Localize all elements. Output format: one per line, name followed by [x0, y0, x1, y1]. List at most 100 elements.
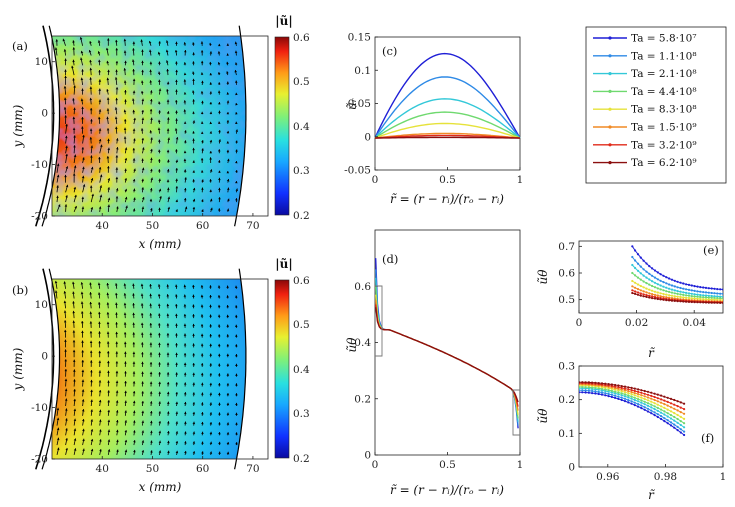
panel-f-point — [597, 390, 600, 394]
panel-f-point — [607, 395, 610, 398]
panel-a-vector-head — [98, 109, 102, 112]
panel-b-vector-head — [149, 313, 153, 316]
panel-a-vector-head — [72, 59, 75, 63]
panel-a-vector-head — [98, 99, 102, 102]
panel-b-vector-head — [226, 324, 230, 327]
panel-e-point — [707, 291, 710, 294]
panel-a-vector-head — [226, 92, 230, 95]
panel-a-vector-head — [72, 116, 76, 120]
panel-a-vector-head — [235, 149, 238, 152]
panel-c-ytick-label: 0.15 — [348, 32, 371, 44]
panel-f-point — [663, 417, 666, 420]
panel-f-xtick-label: 1 — [720, 471, 727, 483]
panel-b-vector-head — [123, 322, 127, 325]
panel-e-point — [673, 299, 676, 302]
panel-a-vector-head — [226, 130, 230, 134]
panel-b-vector-head — [89, 350, 93, 353]
panel-b-vector-head — [226, 363, 230, 366]
panel-a-vector-head — [132, 48, 135, 51]
panel-b-vector-head — [133, 449, 136, 453]
panel-a-vector-head — [209, 189, 213, 192]
panel-a-vector-head — [115, 138, 119, 141]
panel-b-vector-head — [90, 379, 93, 383]
panel-e-point — [634, 274, 637, 277]
panel-e-point — [682, 282, 685, 285]
panel-f-point — [627, 394, 630, 397]
panel-b-vector-head — [218, 353, 221, 356]
panel-a-vector-head — [200, 72, 204, 75]
panel-a-vector-head — [235, 121, 238, 124]
panel-b-vector-head — [133, 420, 136, 423]
panel-b-vector-head — [166, 401, 170, 404]
panel-d-xtick-label: 0.5 — [439, 459, 456, 471]
panel-d-series-line — [375, 304, 519, 407]
panel-e-point — [639, 289, 642, 292]
panel-a-vector-head — [64, 204, 68, 207]
panel-f-point — [663, 395, 666, 398]
panel-a-vector-head — [107, 38, 110, 41]
panel-f-point — [614, 392, 617, 395]
panel-a-vector-head — [226, 208, 230, 211]
panel-b-vector-head — [124, 400, 127, 403]
panel-e-point — [653, 281, 657, 284]
panel-e-point — [676, 290, 679, 293]
panel-a-vector-head — [235, 161, 238, 164]
panel-b-vector-head — [80, 311, 84, 314]
panel-a-vector-head — [192, 52, 195, 55]
panel-a-vector-head — [175, 61, 178, 64]
panel-a-vector-head — [209, 131, 213, 134]
panel-a-vector-head — [166, 169, 170, 172]
panel-b-vector-head — [150, 450, 153, 453]
panel-b-vector-head — [149, 303, 152, 306]
panel-f-point — [637, 400, 640, 403]
panel-a-vector-head — [123, 80, 127, 83]
panel-f-point — [660, 415, 663, 418]
panel-a-vector-head — [226, 81, 230, 84]
panel-a-vector-head — [65, 153, 68, 157]
panel-a-vector-head — [90, 145, 94, 148]
panel-b-vector-head — [166, 352, 170, 355]
panel-e-point — [699, 290, 702, 293]
panel-a-vector-head — [81, 106, 84, 109]
panel-f-point — [627, 390, 630, 393]
legend-entry-label: Ta = 2.1·10⁸ — [631, 68, 697, 80]
panel-f-point — [637, 393, 640, 396]
legend-entry-label: Ta = 6.2·10⁹ — [631, 157, 697, 169]
panel-e-point — [648, 272, 651, 275]
panel-a-vector-head — [234, 62, 238, 65]
panel-d-series-line — [375, 286, 519, 419]
panel-e-point — [659, 273, 662, 276]
panel-a-vector-head — [200, 121, 204, 124]
panel-f-point — [673, 403, 676, 406]
panel-b-vector-head — [116, 420, 119, 423]
panel-b-vector-head — [115, 390, 119, 393]
panel-b-vector-head — [183, 294, 187, 297]
panel-b-vector-head — [217, 295, 221, 298]
panel-b-vector-head — [201, 441, 204, 444]
panel-b-vector-head — [116, 429, 119, 433]
panel-b-vector-head — [98, 370, 102, 373]
colorbar-a-tick: 0.2 — [293, 210, 310, 222]
panel-b-vector-head — [234, 285, 238, 288]
panel-f-point — [623, 391, 627, 394]
panel-f-point — [579, 391, 581, 394]
panel-a-inner-wall-2 — [41, 25, 61, 227]
panel-b-vector-head — [56, 437, 60, 441]
panel-b-vector-head — [209, 431, 213, 435]
panel-b-vector-head — [64, 388, 68, 391]
panel-a-vector-head — [183, 92, 187, 95]
panel-c-ytick-label: -0.05 — [344, 165, 371, 177]
panel-b-vector-head — [98, 331, 101, 334]
panel-e-point — [693, 285, 696, 288]
panel-f-point — [666, 396, 669, 399]
panel-e-point — [710, 294, 713, 298]
panel-b-vector-head — [235, 334, 238, 337]
panel-f-point — [594, 381, 597, 384]
colorbar-b-bar — [274, 279, 290, 459]
panel-b-vector-head — [64, 369, 68, 372]
panel-a-vector-head — [235, 129, 239, 132]
colorbar-b-tick: 0.6 — [293, 275, 310, 287]
panel-b-vector-head — [99, 429, 102, 432]
panel-e-point — [656, 283, 659, 286]
panel-a-vector-head — [115, 167, 119, 170]
